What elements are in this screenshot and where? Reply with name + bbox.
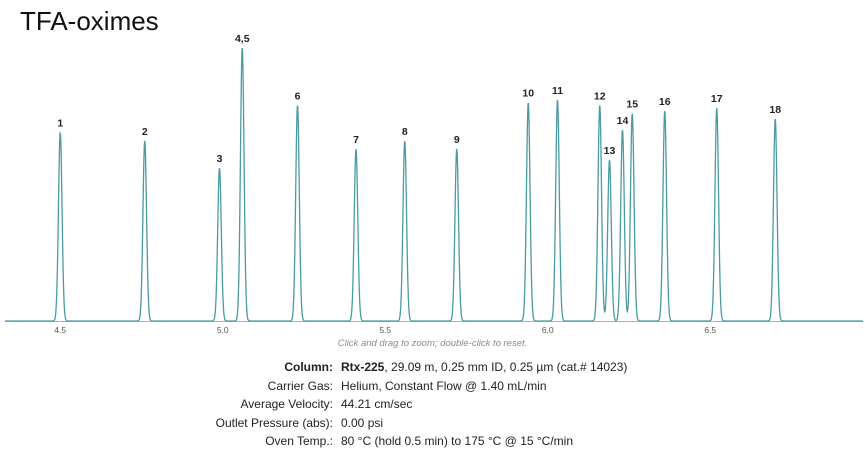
peak-label: 18: [769, 104, 781, 116]
chromatogram-trace: [5, 47, 863, 322]
peak-label: 2: [142, 126, 148, 138]
condition-label: Oven Temp.:: [265, 434, 333, 448]
condition-value: 80 °C (hold 0.5 min) to 175 °C @ 15 °C/m…: [341, 434, 574, 448]
peak-label: 13: [604, 145, 616, 157]
peak-label: 4,5: [235, 33, 250, 45]
peak-label: 11: [552, 85, 563, 97]
condition-column: Column: Rtx-225, 29.09 m, 0.25 mm ID, 0.…: [0, 358, 865, 377]
x-tick-label: 4.5: [54, 325, 66, 335]
x-axis: 4.5 5.0 5.5 6.0 6.5: [5, 321, 863, 335]
condition-label: Column:: [284, 360, 333, 374]
chart-title: TFA-oximes: [20, 6, 159, 36]
peak-label: 15: [626, 99, 638, 111]
x-tick-label: 5.5: [379, 325, 391, 335]
peak-label: 6: [295, 90, 301, 102]
peak-label: 12: [594, 90, 606, 102]
condition-value: Helium, Constant Flow @ 1.40 mL/min: [341, 378, 547, 393]
zoom-hint: Click and drag to zoom; double-click to …: [337, 338, 528, 349]
x-tick-label: 6.0: [542, 325, 554, 335]
condition-label: Carrier Gas:: [267, 378, 333, 393]
x-tick-label: 5.0: [217, 325, 229, 335]
condition-oven-temp: Oven Temp.: 80 °C (hold 0.5 min) to 175 …: [0, 432, 865, 451]
condition-label: Outlet Pressure (abs):: [215, 415, 333, 430]
condition-value: 44.21 cm/sec: [341, 397, 413, 411]
peak-label: 10: [522, 88, 534, 100]
condition-value: 0.00 psi: [341, 415, 384, 430]
condition-value: , 29.09 m, 0.25 mm ID, 0.25 µm (cat.# 14…: [384, 360, 628, 374]
x-tick-label: 6.5: [704, 325, 716, 335]
peak-label: 17: [711, 93, 723, 105]
condition-outlet-pressure: Outlet Pressure (abs): 0.00 psi: [0, 414, 865, 433]
condition-carrier-gas: Carrier Gas: Helium, Constant Flow @ 1.4…: [0, 377, 865, 396]
peak-label: 7: [353, 134, 359, 146]
peak-label: 8: [402, 126, 408, 138]
peak-label: 14: [617, 115, 629, 127]
peak-label: 1: [57, 118, 63, 130]
peak-label: 3: [217, 153, 223, 165]
peak-label: 9: [454, 134, 460, 146]
condition-average-velocity: Average Velocity: 44.21 cm/sec: [0, 395, 865, 414]
peak-label: 16: [659, 96, 671, 108]
condition-label: Average Velocity:: [240, 397, 333, 411]
method-conditions: Column: Rtx-225, 29.09 m, 0.25 mm ID, 0.…: [0, 358, 865, 451]
column-name: Rtx-225: [341, 360, 385, 374]
